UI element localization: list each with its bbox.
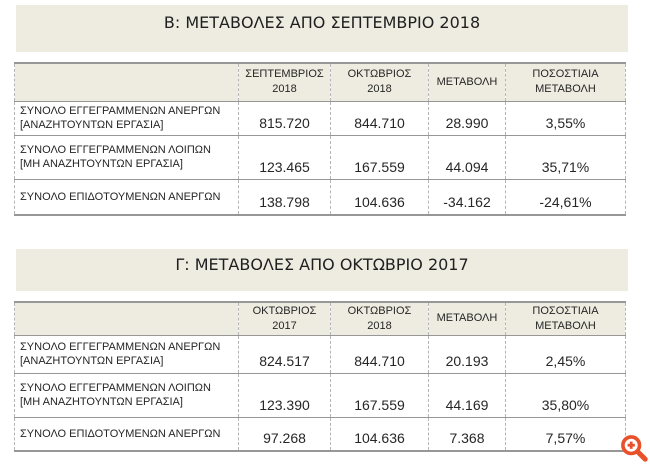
col-header-percent-change: ΠΟΣΟΣΤΙΑΙΑ ΜΕΤΑΒΟΛΗ (505, 63, 626, 102)
row-label: ΣΥΝΟΛΟ ΕΓΓΕΓΡΑΜΜΕΝΩΝ ΛΟΙΠΩΝ [ΜΗ ΑΝΑΖΗΤΟΥ… (14, 134, 239, 179)
table-row: ΣΥΝΟΛΟ ΕΓΓΕΓΡΑΜΜΕΝΩΝ ΑΝΕΡΓΩΝ [ΑΝΑΖΗΤΟΥΝΤ… (15, 101, 626, 135)
value-cell: 167.559 (330, 134, 429, 179)
row-label: ΣΥΝΟΛΟ ΕΠΙΔΟΤΟΥΜΕΝΩΝ ΑΝΕΡΓΩΝ (14, 416, 239, 451)
col-header-october-2018: ΟΚΤΩΒΡΙΟΣ 2018 (330, 63, 429, 102)
value-cell: 3,55% (505, 101, 626, 135)
row-label: ΣΥΝΟΛΟ ΕΓΓΕΓΡΑΜΜΕΝΩΝ ΑΝΕΡΓΩΝ [ΑΝΑΖΗΤΟΥΝΤ… (20, 340, 221, 367)
value-cell: -24,61% (505, 178, 626, 215)
table-row: ΣΥΝΟΛΟ ΕΠΙΔΟΤΟΥΜΕΝΩΝ ΑΝΕΡΓΩΝ 97.268 104.… (14, 416, 626, 451)
section-b-title: Β: ΜΕΤΑΒΟΛΕΣ ΑΠΟ ΣΕΠΤΕΜΒΡΙΟ 2018 (16, 5, 628, 52)
section-c-title: Γ: ΜΕΤΑΒΟΛΕΣ ΑΠΟ ΟΚΤΩΒΡΙΟ 2017 (16, 249, 628, 291)
value-cell: 97.268 (238, 416, 331, 451)
col-header-october-2017: ΟΚΤΩΒΡΙΟΣ 2017 (238, 302, 331, 336)
value-cell: 20.193 (428, 335, 506, 373)
value-cell: 7.368 (428, 416, 506, 451)
value-cell: 7,57% (505, 416, 626, 451)
value-cell: 815.720 (238, 101, 331, 135)
value-cell: 824.517 (238, 335, 331, 373)
zoom-in-button[interactable] (619, 433, 649, 463)
row-label: ΣΥΝΟΛΟ ΕΓΓΕΓΡΑΜΜΕΝΩΝ ΑΝΕΡΓΩΝ [ΑΝΑΖΗΤΟΥΝΤ… (20, 104, 221, 131)
table-header-row: ΣΕΠΤΕΜΒΡΙΟΣ 2018 ΟΚΤΩΒΡΙΟΣ 2018 ΜΕΤΑΒΟΛΗ… (14, 63, 626, 102)
table-row: ΣΥΝΟΛΟ ΕΓΓΕΓΡΑΜΜΕΝΩΝ ΑΝΕΡΓΩΝ [ΑΝΑΖΗΤΟΥΝΤ… (15, 335, 626, 373)
value-cell: 167.559 (330, 372, 429, 417)
row-label: ΣΥΝΟΛΟ ΕΓΓΕΓΡΑΜΜΕΝΩΝ ΛΟΙΠΩΝ [ΜΗ ΑΝΑΖΗΤΟΥ… (14, 372, 239, 417)
table-row: ΣΥΝΟΛΟ ΕΓΓΕΓΡΑΜΜΕΝΩΝ ΛΟΙΠΩΝ [ΜΗ ΑΝΑΖΗΤΟΥ… (14, 134, 626, 179)
value-cell: 44.169 (428, 372, 506, 417)
changes-from-september-table: ΣΕΠΤΕΜΒΡΙΟΣ 2018 ΟΚΤΩΒΡΙΟΣ 2018 ΜΕΤΑΒΟΛΗ… (14, 62, 626, 216)
table-header-row: ΟΚΤΩΒΡΙΟΣ 2017 ΟΚΤΩΒΡΙΟΣ 2018 ΜΕΤΑΒΟΛΗ Π… (14, 302, 626, 336)
value-cell: 844.710 (330, 335, 429, 373)
value-cell: 844.710 (330, 101, 429, 135)
table-row: ΣΥΝΟΛΟ ΕΓΓΕΓΡΑΜΜΕΝΩΝ ΛΟΙΠΩΝ [ΜΗ ΑΝΑΖΗΤΟΥ… (14, 372, 626, 417)
changes-from-october-2017-table: ΟΚΤΩΒΡΙΟΣ 2017 ΟΚΤΩΒΡΙΟΣ 2018 ΜΕΤΑΒΟΛΗ Π… (14, 301, 626, 452)
row-label: ΣΥΝΟΛΟ ΕΠΙΔΟΤΟΥΜΕΝΩΝ ΑΝΕΡΓΩΝ (14, 178, 239, 215)
col-header-empty (14, 63, 239, 102)
table-row: ΣΥΝΟΛΟ ΕΠΙΔΟΤΟΥΜΕΝΩΝ ΑΝΕΡΓΩΝ 138.798 104… (14, 178, 626, 215)
value-cell: 35,71% (505, 134, 626, 179)
value-cell: 138.798 (238, 178, 331, 215)
col-header-october-2018: ΟΚΤΩΒΡΙΟΣ 2018 (330, 302, 429, 336)
value-cell: 104.636 (330, 178, 429, 215)
value-cell: 44.094 (428, 134, 506, 179)
col-header-change: ΜΕΤΑΒΟΛΗ (428, 302, 506, 336)
zoom-in-icon (621, 435, 648, 462)
col-header-change: ΜΕΤΑΒΟΛΗ (428, 63, 506, 102)
value-cell: 35,80% (505, 372, 626, 417)
col-header-percent-change: ΠΟΣΟΣΤΙΑΙΑ ΜΕΤΑΒΟΛΗ (505, 302, 626, 336)
value-cell: 104.636 (330, 416, 429, 451)
value-cell: 28.990 (428, 101, 506, 135)
col-header-september-2018: ΣΕΠΤΕΜΒΡΙΟΣ 2018 (238, 63, 331, 102)
value-cell: 2,45% (505, 335, 626, 373)
value-cell: 123.465 (238, 134, 331, 179)
value-cell: 123.390 (238, 372, 331, 417)
value-cell: -34.162 (428, 178, 506, 215)
col-header-empty (14, 302, 239, 336)
